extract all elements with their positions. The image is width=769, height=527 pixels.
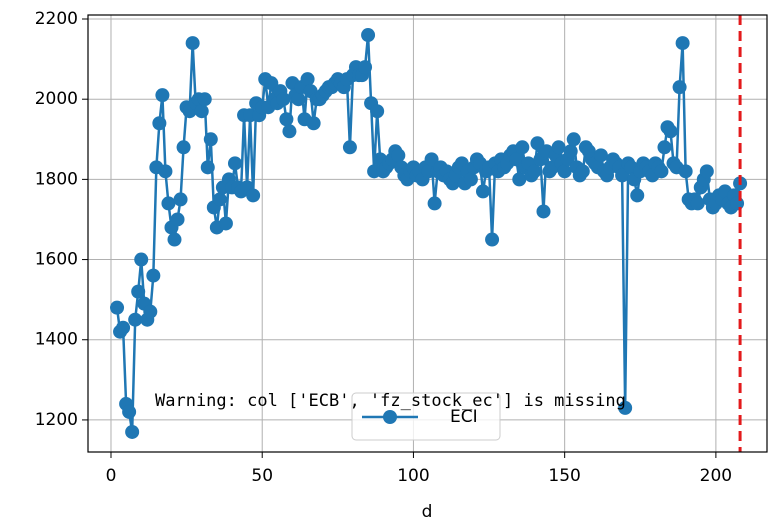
marker [593,148,608,163]
marker [167,232,182,247]
y-tick-label: 2200 [35,9,78,29]
marker [279,112,294,127]
legend: ECI [351,392,501,441]
marker [152,116,167,131]
marker [615,168,630,183]
y-tick-label: 1600 [35,250,78,270]
marker [618,400,633,415]
marker [342,140,357,155]
marker [391,148,406,163]
x-tick-label: 0 [106,466,117,486]
x-axis-label: d [422,502,433,522]
y-tick-label: 1200 [35,410,78,430]
marker [361,28,376,43]
marker [161,196,176,211]
x-tick-label: 200 [700,466,732,486]
marker [246,188,261,203]
series-line [115,34,742,433]
x-tick-label: 100 [397,466,429,486]
marker [110,300,125,315]
marker [291,92,306,107]
marker [306,116,321,131]
marker [575,164,590,179]
marker [557,164,572,179]
marker [146,268,161,283]
marker [530,136,545,151]
marker [699,164,714,179]
marker [300,72,315,87]
marker [200,160,215,175]
marker [170,212,185,227]
marker [173,192,188,207]
x-tick-label: 50 [251,466,273,486]
marker [563,144,578,159]
marker [424,152,439,167]
marker [536,204,551,219]
marker [463,172,478,187]
marker [264,76,279,91]
annotation: Warning: col ['ECB', 'fz_stock_ec'] is m… [155,391,626,411]
marker [176,140,191,155]
marker [185,36,200,51]
y-tick-label: 1800 [35,169,78,189]
marker [657,140,672,155]
marker [203,132,218,147]
marker [128,312,143,327]
marker [551,140,566,155]
marker [678,164,693,179]
marker [485,232,500,247]
y-tick-label: 2000 [35,89,78,109]
marker [690,196,705,211]
x-tick-label: 150 [548,466,580,486]
marker [654,164,669,179]
marker [194,104,209,119]
marker [227,156,242,171]
marker [158,164,173,179]
y-tick-label: 1400 [35,330,78,350]
marker [672,80,687,95]
marker [282,124,297,139]
marker [131,284,146,299]
marker [512,172,527,187]
marker [663,124,678,139]
legend-label: ECI [450,407,478,427]
marker [197,92,212,107]
marker [566,132,581,147]
plot-frame [87,14,768,453]
legend-marker [383,410,397,424]
marker [730,196,745,211]
marker [212,192,227,207]
marker [122,404,137,419]
marker [509,152,524,167]
marker [143,304,158,319]
marker [515,140,530,155]
marker [116,320,131,335]
marker [427,196,442,211]
marker [276,92,291,107]
marker [218,216,233,231]
marker [630,188,645,203]
marker [475,184,490,199]
marker [155,88,170,103]
marker [358,60,373,75]
marker [675,36,690,51]
marker [370,104,385,119]
marker [527,164,542,179]
marker [134,252,149,267]
marker [125,424,140,439]
legend-box [351,392,501,441]
